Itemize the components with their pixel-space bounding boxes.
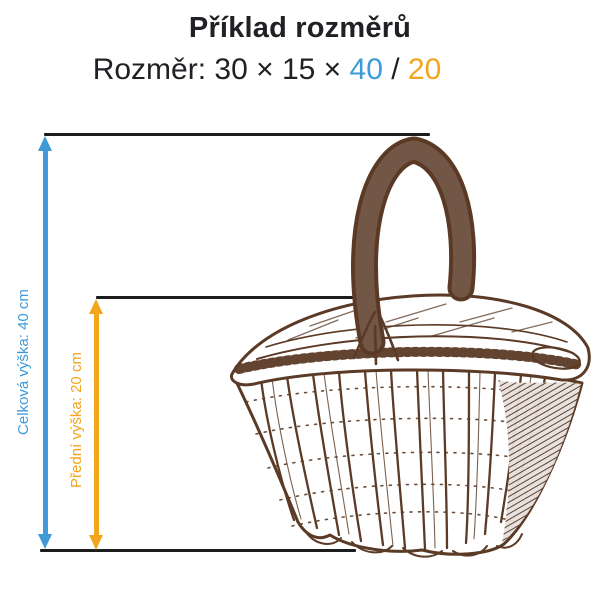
arrow-up-icon (89, 299, 103, 314)
arrow-up-icon (38, 136, 52, 151)
front-value: 20 (407, 53, 442, 86)
total-height-top-extension-line (44, 133, 430, 136)
arrow-shaft (42, 146, 48, 539)
basket-lid-outline (229, 293, 591, 387)
front-height-arrow (89, 299, 103, 550)
baseline-extension-line (40, 549, 356, 552)
basket-shading (498, 380, 581, 543)
front-height-label: Přední výška: 20 cm (68, 352, 85, 488)
subtitle-prefix: Rozměr: 30 × 15 × (92, 53, 350, 86)
header: Příklad rozměrů Rozměr: 30 × 15 × 40 / 2… (0, 12, 600, 87)
subtitle-separator: / (382, 53, 408, 86)
arrow-down-icon (89, 535, 103, 550)
wicker-basket-sketch (229, 136, 591, 558)
page-title: Příklad rozměrů (188, 12, 412, 44)
dimension-subtitle: Rozměr: 30 × 15 × 40 / 20 (0, 53, 567, 87)
total-height-label: Celková výška: 40 cm (15, 289, 32, 435)
depth-value: 40 (349, 53, 383, 86)
arrow-shaft (93, 309, 99, 540)
front-height-top-extension-line (96, 296, 356, 299)
arrow-down-icon (38, 534, 52, 549)
total-height-arrow (38, 136, 52, 549)
